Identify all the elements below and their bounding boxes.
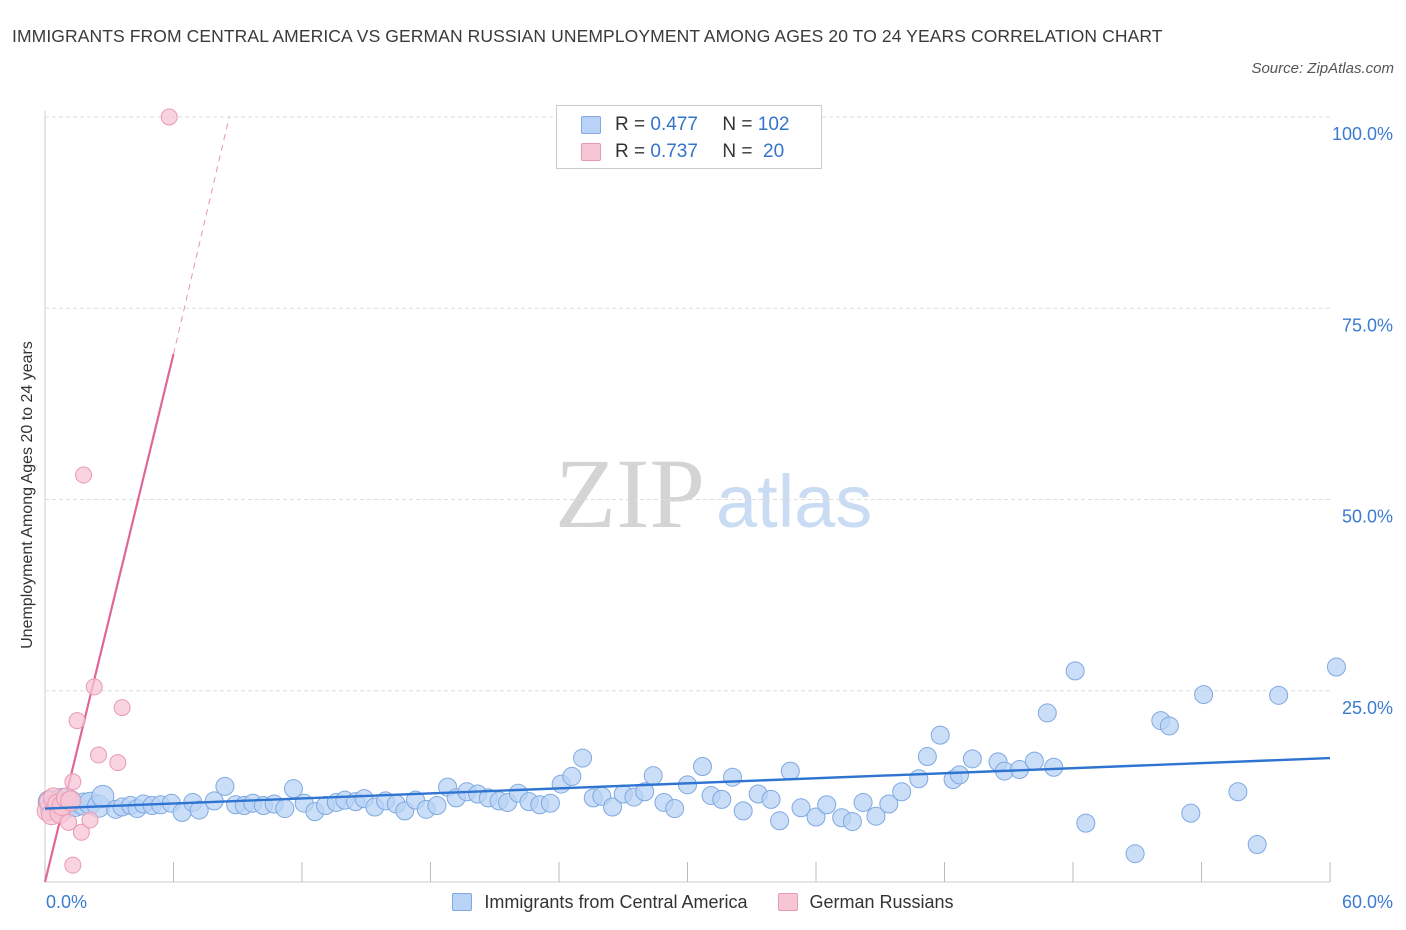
data-point xyxy=(64,773,82,791)
axes xyxy=(44,111,1331,883)
legend-r-value: 0.737 xyxy=(650,141,698,162)
legend-r-value: 0.477 xyxy=(650,114,698,135)
data-point xyxy=(817,795,837,815)
central-america-points xyxy=(37,657,1346,864)
data-point xyxy=(635,782,655,802)
watermark-zip: ZIP xyxy=(555,438,705,549)
tick-labels: 100.0% 75.0% 50.0% 25.0% 0.0% 60.0% xyxy=(46,124,1393,912)
data-point xyxy=(791,798,811,818)
x-tick-label: 60.0% xyxy=(1342,892,1393,912)
y-tick-label: 75.0% xyxy=(1342,315,1393,335)
stats-legend: R = 0.477 N = 102 R = 0.737 N = 20 xyxy=(556,105,822,169)
data-point xyxy=(842,812,862,832)
german-russians-points xyxy=(36,108,178,874)
data-point xyxy=(72,823,90,841)
data-point xyxy=(540,793,560,813)
legend-item-label: Immigrants from Central America xyxy=(484,891,748,912)
legend-item-label: German Russians xyxy=(809,891,954,912)
data-point xyxy=(109,754,127,772)
data-point xyxy=(733,801,753,821)
trend-line-extension xyxy=(173,116,230,355)
legend-item-central-america[interactable]: Immigrants from Central America xyxy=(452,889,748,915)
trend-line xyxy=(44,756,1331,810)
data-point xyxy=(64,856,82,874)
data-point xyxy=(160,108,178,126)
legend-n-value: 20 xyxy=(757,141,785,162)
data-point xyxy=(1076,813,1096,833)
legend-row-german-russians: R = 0.737 N = 20 xyxy=(581,140,784,164)
data-point xyxy=(1037,703,1057,723)
data-point xyxy=(770,811,790,831)
data-point xyxy=(275,799,295,819)
data-point xyxy=(780,761,800,781)
central-america-trend xyxy=(44,756,1331,810)
y-tick-label: 100.0% xyxy=(1332,124,1393,144)
data-point xyxy=(1269,685,1289,705)
legend-r-label: R = xyxy=(615,141,651,162)
x-tick-label: 0.0% xyxy=(46,892,87,912)
data-point xyxy=(692,756,712,776)
watermark: ZIP atlas xyxy=(555,438,872,549)
data-point xyxy=(1326,657,1346,677)
data-point xyxy=(806,807,826,827)
legend-swatch-pink xyxy=(777,893,798,911)
data-point xyxy=(1228,782,1248,802)
data-point xyxy=(909,769,929,789)
series-legend: Immigrants from Central America German R… xyxy=(0,889,1406,915)
data-point xyxy=(113,699,131,717)
data-point xyxy=(60,813,78,831)
y-tick-label: 25.0% xyxy=(1342,698,1393,718)
chart-title: IMMIGRANTS FROM CENTRAL AMERICA VS GERMA… xyxy=(12,26,1163,46)
data-point xyxy=(949,765,969,785)
legend-swatch-blue xyxy=(581,116,601,134)
data-point xyxy=(562,766,582,786)
data-point xyxy=(1024,751,1044,771)
data-point xyxy=(68,712,86,730)
legend-n-label: N = xyxy=(722,141,758,162)
data-point xyxy=(427,796,447,815)
data-point xyxy=(85,678,103,696)
legend-n-label: N = xyxy=(722,114,758,135)
data-point xyxy=(722,767,742,787)
data-point xyxy=(60,790,82,812)
data-point xyxy=(1044,757,1064,777)
data-point xyxy=(1125,844,1145,864)
data-point xyxy=(643,766,663,786)
watermark-atlas: atlas xyxy=(716,460,872,543)
data-point xyxy=(712,789,732,809)
data-point xyxy=(665,799,685,819)
data-point xyxy=(678,775,697,795)
data-point xyxy=(1247,835,1267,855)
data-point xyxy=(930,725,950,745)
data-point xyxy=(90,746,108,764)
data-point xyxy=(1159,716,1179,736)
legend-n-value: 102 xyxy=(757,114,790,135)
source-label: Source: ZipAtlas.com xyxy=(1251,60,1394,77)
data-point xyxy=(573,748,593,768)
data-point xyxy=(879,794,899,814)
data-point xyxy=(761,789,781,809)
legend-swatch-blue xyxy=(452,893,473,911)
gridlines xyxy=(45,116,1330,692)
data-point xyxy=(189,800,209,820)
data-point xyxy=(1194,685,1214,705)
data-point xyxy=(81,811,99,829)
y-tick-label: 50.0% xyxy=(1342,507,1393,527)
data-point xyxy=(1065,661,1085,681)
data-point xyxy=(917,747,937,767)
data-point xyxy=(215,776,235,796)
legend-r-label: R = xyxy=(615,114,651,135)
data-point xyxy=(866,806,886,826)
data-point xyxy=(853,792,873,812)
data-point xyxy=(962,749,982,769)
data-point xyxy=(603,797,623,817)
data-point xyxy=(75,466,93,484)
legend-item-german-russians[interactable]: German Russians xyxy=(777,889,954,915)
legend-row-central-america: R = 0.477 N = 102 xyxy=(581,113,789,137)
data-point xyxy=(1181,803,1201,823)
data-point xyxy=(892,782,912,802)
legend-swatch-pink xyxy=(581,143,601,161)
